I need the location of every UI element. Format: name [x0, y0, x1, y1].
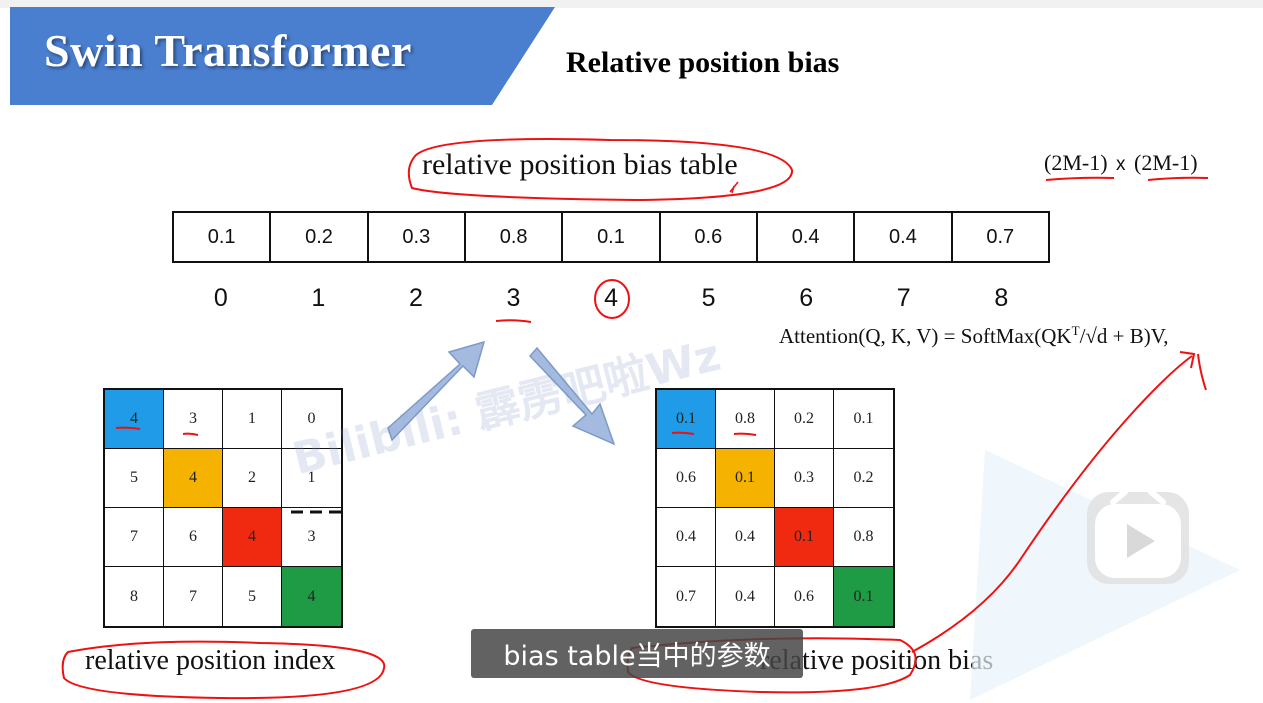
bias-index: 1	[311, 283, 326, 312]
relative-position-index-grid: 4 3 1 0 5 4 2 1 7 6 4 3 8 7 5 4	[103, 388, 343, 628]
index-grid-cell: 7	[105, 508, 164, 567]
relative-position-bias-grid: 0.1 0.8 0.2 0.1 0.6 0.1 0.3 0.2 0.4 0.4 …	[655, 388, 895, 628]
bias-table-row: 0.1 0.2 0.3 0.8 0.1 0.6 0.4 0.4 0.7	[172, 211, 1050, 263]
formula-rhs: /√d + B)V,	[1079, 324, 1169, 348]
index-grid-cell: 8	[105, 567, 164, 626]
header-banner	[10, 7, 555, 105]
bias-grid-cell: 0.1	[716, 449, 775, 508]
bias-table-cell: 0.6	[661, 213, 758, 261]
index-grid-cell: 0	[282, 390, 341, 449]
index-grid-cell: 3	[164, 390, 223, 449]
size-note-op: x	[1116, 154, 1126, 175]
bias-index: 3	[506, 283, 521, 312]
index-grid-cell: 4	[105, 390, 164, 449]
bias-grid-cell: 0.4	[716, 508, 775, 567]
index-grid-cell: 5	[223, 567, 282, 626]
bias-grid-cell: 0.1	[834, 567, 893, 626]
bias-index: 6	[799, 283, 814, 312]
bias-grid-cell: 0.2	[775, 390, 834, 449]
index-grid-cell: 7	[164, 567, 223, 626]
bias-grid-cell: 0.3	[775, 449, 834, 508]
bias-grid-cell: 0.8	[716, 390, 775, 449]
bias-table-cell: 0.1	[174, 213, 272, 261]
bias-table-cell: 0.4	[758, 213, 856, 261]
index-grid-cell: 1	[282, 449, 341, 508]
bias-table-cell: 0.1	[563, 213, 661, 261]
attention-formula: Attention(Q, K, V) = SoftMax(QKT/√d + B)…	[779, 323, 1168, 349]
formula-lhs: Attention(Q, K, V) = SoftMax(QK	[779, 324, 1072, 348]
play-icon	[1095, 492, 1181, 578]
size-note-right: (2M-1)	[1134, 150, 1198, 175]
size-note-underline-right	[1147, 176, 1209, 181]
bias-table-cell: 0.8	[466, 213, 564, 261]
index-grid-cell: 1	[223, 390, 282, 449]
size-note-left: (2M-1)	[1044, 150, 1108, 175]
index-grid-caption: relative position index	[85, 645, 336, 676]
top-band	[0, 0, 1263, 8]
bias-grid-cell: 0.7	[657, 567, 716, 626]
size-note-underline-left	[1045, 176, 1115, 181]
index-grid-cell: 5	[105, 449, 164, 508]
index-grid-cell: 4	[223, 508, 282, 567]
bias-grid-cell: 0.1	[775, 508, 834, 567]
bias-index: 7	[896, 283, 911, 312]
play-button[interactable]	[1087, 492, 1189, 584]
bias-grid-cell: 0.6	[775, 567, 834, 626]
bias-index: 2	[408, 283, 423, 312]
video-subtitle: bias table当中的参数	[471, 629, 803, 678]
bias-table-cell: 0.2	[271, 213, 369, 261]
bias-index: 8	[994, 283, 1009, 312]
formula-b-mark	[1197, 353, 1207, 391]
bias-grid-cell: 0.2	[834, 449, 893, 508]
bias-table-title: relative position bias table	[422, 148, 738, 181]
index-grid-cell: 4	[164, 449, 223, 508]
bias-grid-cell: 0.1	[834, 390, 893, 449]
bias-table-cell: 0.7	[986, 225, 1015, 248]
index-grid-cell: 4	[282, 567, 341, 626]
index-grid-cell: 6	[164, 508, 223, 567]
bias-index-row: 0 1 2 3 4 5 6 7 8	[172, 282, 1050, 314]
bias-table-cell: 0.3	[369, 213, 466, 261]
bias-index: 0	[213, 283, 228, 312]
bias-index: 5	[701, 283, 716, 312]
slide-title: Relative position bias	[566, 46, 840, 79]
annotation-arrowhead	[1179, 351, 1196, 369]
bias-grid-cell: 0.6	[657, 449, 716, 508]
bias-grid-cell: 0.8	[834, 508, 893, 567]
header-title: Swin Transformer	[44, 25, 412, 76]
index-grid-cell: 3	[282, 508, 341, 567]
index-3-underline	[495, 319, 532, 323]
bias-grid-cell: 0.4	[716, 567, 775, 626]
index-grid-cell: 2	[223, 449, 282, 508]
bias-table-cell: 0.4	[855, 213, 953, 261]
bias-grid-cell: 0.4	[657, 508, 716, 567]
cursor-mark	[729, 181, 739, 194]
formula-sup: T	[1071, 323, 1080, 338]
bias-index: 4	[604, 283, 618, 312]
bias-grid-cell: 0.1	[657, 390, 716, 449]
table-size-note: (2M-1) x (2M-1)	[1044, 150, 1198, 176]
